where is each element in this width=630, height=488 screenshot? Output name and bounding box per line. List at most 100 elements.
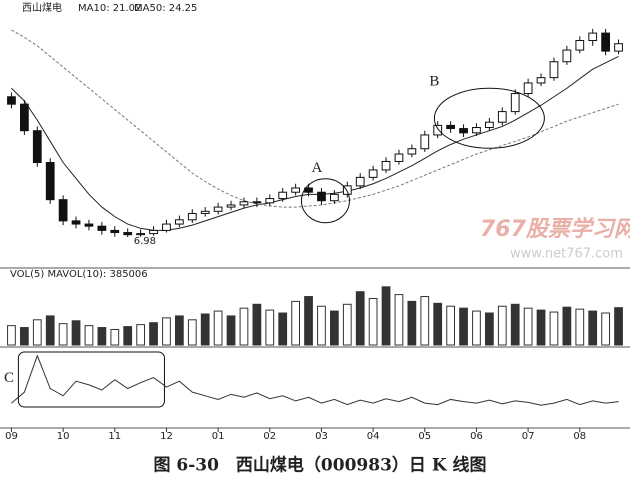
volume-bar [32,319,42,346]
candle-body [420,134,430,150]
candle-body [265,198,275,204]
volume-bar [252,303,262,346]
candle-body [485,121,494,129]
candle-body [601,32,610,52]
low-label: 6.98 [134,236,156,247]
candle-body [355,176,365,187]
candle-body [175,219,184,225]
x-tick-label: 10 [57,431,70,442]
volume-bar [523,307,533,346]
x-tick-label: 09 [5,431,18,442]
volume-bar [355,291,365,346]
candle-body [252,201,262,204]
candle-body [614,43,623,52]
volume-bar [304,296,313,346]
x-tick-label: 02 [263,431,276,442]
x-tick-label: 05 [418,431,431,442]
volume-bar [84,325,94,346]
volume-bar [71,320,81,346]
candle-body [549,61,559,79]
candle-body [110,229,120,234]
volume-bar [381,286,391,346]
volume-bar [342,303,352,346]
volume-bar [187,319,197,346]
x-tick-label: 04 [367,431,380,442]
candle-body [45,162,55,201]
candle-body [523,82,533,95]
watermark-url: www.net767.com [510,247,623,262]
volume-bar [407,300,417,346]
candle-body [226,204,236,208]
volume-bar [446,305,455,346]
volume-bar [58,323,68,346]
x-tick-label: 01 [212,431,225,442]
candle-body [368,169,378,178]
annotation-label: A [311,160,322,176]
volume-bar [330,310,339,346]
volume-bar [368,297,378,346]
volume-bar [226,315,236,346]
volume-bar [317,305,326,346]
x-tick-label: 11 [108,431,121,442]
candle-body [123,232,133,236]
volume-bar [588,310,598,346]
volume-bar [7,325,16,346]
volume-bar [278,312,288,346]
candle-body [446,124,455,130]
annotation-ellipse [300,178,350,224]
candle-body [7,96,16,105]
x-tick-label: 08 [573,431,586,442]
volume-bar [265,309,275,346]
chart-title: 西山煤电 [22,1,62,14]
volume-bar [472,310,481,346]
candle-body [394,153,404,162]
candle-body [32,130,42,164]
volume-bar [601,312,610,346]
candle-body [278,191,288,200]
volume-bar [175,315,184,346]
volume-bar [162,317,171,346]
candle-body [317,191,326,202]
volume-bar [420,296,430,346]
caption: 图 6-30 西山煤电（000983）日 K 线图 [153,455,486,476]
volume-bar [433,302,443,346]
volume-bar [291,300,300,346]
volume-bar [213,310,223,346]
volume-bar [394,294,404,346]
candle-body [239,201,249,206]
volume-bar [45,315,55,346]
ma-line [11,55,619,231]
candle-body [20,103,29,132]
candle-body [97,225,107,231]
legend-entry: MA10: 21.02 [78,3,141,14]
candle-body [136,233,145,236]
annotation-label: C [4,370,14,386]
candle-body [407,148,417,155]
volume-bar [239,307,249,346]
x-tick-label: 03 [315,431,328,442]
legend-entry: MA50: 24.25 [134,3,197,14]
x-tick-label: 06 [470,431,483,442]
indicator-line [11,354,619,406]
volume-title: VOL(5) MAVOL(10): 385006 [10,269,148,280]
candle-body [200,210,210,214]
watermark: 767股票学习网 [480,216,630,242]
candle-body [162,223,171,231]
candle-body [84,223,94,227]
annotation-label: B [429,74,439,90]
candle-body [433,124,443,136]
candle-body [562,49,572,63]
annotation-box [17,351,165,408]
candle-body [71,220,81,225]
volume-bar [459,307,468,346]
volume-bar [510,303,520,346]
candle-body [459,128,468,134]
candle-body [472,127,481,134]
candle-body [510,93,520,113]
candle-body [497,111,507,123]
volume-bar [536,309,546,346]
candle-body [149,229,158,235]
volume-bar [110,328,120,346]
annotation-ellipse [433,87,545,149]
volume-bar [97,327,107,346]
